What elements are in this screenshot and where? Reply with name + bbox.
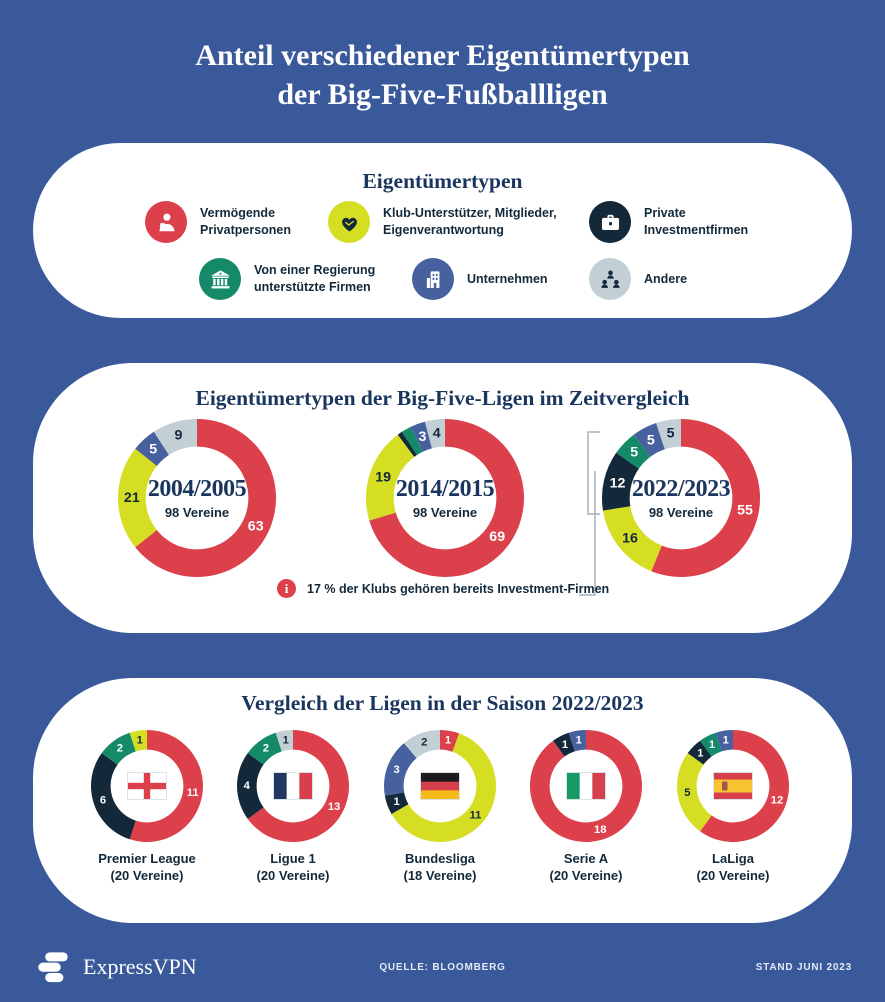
handshake-heart-icon (328, 201, 370, 243)
briefcase-icon (589, 201, 631, 243)
svg-text:1: 1 (576, 734, 582, 746)
svg-text:3: 3 (419, 429, 427, 445)
svg-text:1: 1 (723, 734, 729, 746)
page-title-line1: Anteil verschiedener Eigentümertypen (195, 39, 690, 72)
league-club-count: (20 Vereine) (110, 868, 184, 883)
time-comparison-title: Eigentümertypen der Big-Five-Ligen im Ze… (195, 386, 690, 410)
svg-text:11: 11 (187, 787, 199, 799)
people-group-icon (589, 258, 631, 300)
league-label-laliga: LaLiga (20 Vereine) (658, 850, 808, 884)
league-name: Premier League (98, 851, 196, 866)
league-club-count: (20 Vereine) (549, 868, 623, 883)
building-icon (412, 258, 454, 300)
page-title-line2: der Big-Five-Fußballligen (277, 78, 608, 111)
svg-text:21: 21 (124, 490, 140, 506)
donut-chart-ligue-1: 13 4 2 1 (237, 730, 349, 842)
svg-text:3: 3 (393, 764, 399, 776)
svg-text:12: 12 (771, 794, 783, 806)
svg-text:5: 5 (630, 445, 638, 461)
brand-name: ExpressVPN (83, 954, 197, 979)
donut-2004-2005: 63 21 5 9 2004/2005 98 Vereine (118, 419, 276, 577)
donut-chart-2014-2015: 69 19 3 4 (366, 419, 524, 577)
svg-text:1: 1 (562, 739, 568, 751)
svg-text:1: 1 (137, 734, 143, 746)
league-name: Serie A (563, 851, 609, 866)
league-club-count: (18 Vereine) (403, 868, 477, 883)
owner-types-legend-card: Eigentümertypen Vermögende Privatpersone… (33, 143, 852, 318)
svg-text:1: 1 (697, 747, 703, 759)
bank-icon (199, 258, 241, 300)
svg-text:12: 12 (610, 475, 626, 491)
donut-chart-premier-league: 11 6 2 1 (91, 730, 203, 842)
expressvpn-logo-icon (38, 952, 68, 983)
svg-text:69: 69 (489, 529, 505, 545)
svg-text:11: 11 (469, 810, 481, 822)
league-comparison-card: Vergleich der Ligen in der Saison 2022/2… (33, 678, 852, 923)
donut-chart-serie-a: 181 1 (530, 730, 642, 842)
time-comparison-card: Eigentümertypen der Big-Five-Ligen im Ze… (33, 363, 852, 633)
legend-label-club-supporters: Klub-Unterstützer, Mitglieder, Eigenvera… (383, 206, 557, 237)
svg-text:1: 1 (445, 735, 451, 747)
svg-text:18: 18 (594, 824, 606, 836)
donut-2014-2015: 69 19 3 4 2014/2015 98 Vereine (366, 419, 524, 577)
donut-2022-2023: 55 16 12 5 5 5 2022/2023 98 Vereine (602, 419, 760, 577)
svg-text:4: 4 (433, 425, 441, 441)
svg-text:55: 55 (737, 502, 753, 518)
svg-text:2: 2 (421, 737, 427, 749)
svg-text:5: 5 (684, 787, 690, 799)
svg-text:4: 4 (244, 780, 251, 792)
svg-text:13: 13 (328, 801, 340, 813)
league-label-ligue-1: Ligue 1 (20 Vereine) (218, 850, 368, 884)
league-name: Bundesliga (404, 851, 476, 866)
legend-label-private-persons: Vermögende Privatpersonen (200, 206, 292, 237)
svg-text:1: 1 (393, 796, 399, 808)
league-comparison-title: Vergleich der Ligen in der Saison 2022/2… (241, 691, 644, 715)
donut-serie-a: 18 1 1 (530, 730, 642, 842)
legend-label-companies: Unternehmen (467, 272, 548, 286)
svg-text:2: 2 (117, 743, 123, 755)
info-icon: i (277, 579, 296, 598)
svg-text:1: 1 (283, 734, 289, 746)
page-title: Anteil verschiedener Eigentümertypen der… (0, 36, 885, 114)
svg-text:9: 9 (174, 428, 182, 444)
donut-bundesliga: 1 11 1 3 2 (384, 730, 496, 842)
svg-text:63: 63 (248, 518, 264, 534)
investment-note-text: 17 % der Klubs gehören bereits Investmen… (307, 581, 610, 596)
legend-title: Eigentümertypen (362, 169, 523, 193)
source-credit: QUELLE: BLOOMBERG (379, 962, 506, 973)
svg-text:6: 6 (100, 794, 106, 806)
svg-text:1: 1 (709, 739, 715, 751)
league-name: LaLiga (712, 851, 754, 866)
svg-text:16: 16 (622, 531, 638, 547)
svg-text:5: 5 (149, 442, 157, 458)
league-club-count: (20 Vereine) (696, 868, 770, 883)
legend-label-investment-firms: Private Investmentfirmen (644, 206, 749, 237)
brand-logo-lockup: ExpressVPN (34, 948, 197, 986)
legend-label-government-firms: Von einer Regierung unterstützte Firmen (254, 263, 376, 294)
donut-premier-league: 11 6 2 1 (91, 730, 203, 842)
svg-text:5: 5 (667, 426, 675, 442)
league-label-serie-a: Serie A (20 Vereine) (511, 850, 661, 884)
donut-laliga: 12 5 1 1 1 (677, 730, 789, 842)
league-label-bundesliga: Bundesliga (18 Vereine) (365, 850, 515, 884)
donut-ligue-1: 13 4 2 1 (237, 730, 349, 842)
svg-text:19: 19 (375, 469, 391, 485)
data-date: STAND JUNI 2023 (755, 962, 852, 973)
svg-text:2: 2 (263, 743, 269, 755)
legend-label-others: Andere (644, 272, 688, 286)
league-name: Ligue 1 (270, 851, 316, 866)
person-icon (145, 201, 187, 243)
investment-note: i 17 % der Klubs gehören bereits Investm… (277, 579, 609, 598)
league-label-premier-league: Premier League (20 Vereine) (72, 850, 222, 884)
svg-text:5: 5 (647, 432, 655, 448)
league-club-count: (20 Vereine) (256, 868, 330, 883)
donut-chart-2004-2005: 63 21 5 9 (118, 419, 276, 577)
